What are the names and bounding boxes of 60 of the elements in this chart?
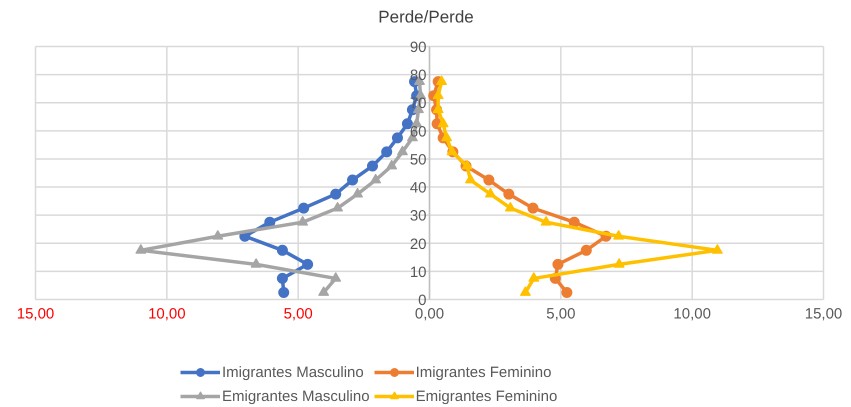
- point: [367, 160, 378, 172]
- point: [503, 188, 514, 200]
- point: [528, 272, 540, 282]
- point: [392, 132, 403, 144]
- y-tick-label: 30: [410, 208, 427, 225]
- point: [561, 286, 572, 298]
- point: [712, 244, 723, 254]
- y-tick-label: 20: [410, 236, 427, 253]
- x-tick-label: 15,00: [16, 306, 54, 322]
- point: [386, 160, 398, 170]
- point: [540, 216, 552, 226]
- point: [332, 202, 344, 212]
- legend-label: Emigrantes Feminino: [416, 388, 558, 404]
- point: [276, 244, 288, 256]
- legend-label: Emigrantes Masculino: [222, 388, 370, 404]
- y-tick-label: 50: [410, 151, 427, 168]
- point: [370, 174, 382, 184]
- point: [297, 216, 308, 226]
- chart-title: Perde/Perde: [378, 8, 474, 26]
- point: [432, 89, 444, 100]
- point: [436, 75, 448, 86]
- point: [381, 146, 392, 158]
- x-tick-label: 5,00: [546, 306, 576, 322]
- x-tick-label: 15,00: [804, 306, 842, 322]
- point: [504, 202, 516, 212]
- point: [438, 118, 449, 128]
- point: [396, 146, 408, 156]
- point: [250, 258, 262, 268]
- y-tick-label: 40: [410, 180, 427, 197]
- point: [212, 230, 224, 240]
- point: [580, 244, 592, 256]
- point: [352, 188, 364, 198]
- point: [330, 188, 342, 200]
- point: [464, 174, 476, 184]
- point: [484, 188, 496, 198]
- point: [520, 286, 531, 296]
- point: [552, 258, 564, 270]
- point: [298, 202, 310, 214]
- point: [278, 286, 290, 298]
- point: [483, 174, 494, 186]
- point: [347, 174, 358, 186]
- point: [318, 286, 330, 296]
- point: [330, 272, 342, 282]
- point: [441, 132, 452, 142]
- point: [614, 258, 625, 268]
- point: [527, 202, 538, 214]
- y-tick-label: 80: [410, 67, 427, 84]
- y-tick-label: 60: [410, 123, 427, 140]
- y-tick-label: 90: [410, 39, 427, 56]
- point: [302, 258, 314, 270]
- point: [276, 272, 288, 284]
- y-tick-label: 10: [410, 264, 427, 281]
- x-tick-label: 10,00: [673, 306, 711, 322]
- point: [613, 230, 624, 240]
- x-tick-label: 10,00: [148, 306, 186, 322]
- point: [135, 244, 146, 254]
- legend-label: Imigrantes Masculino: [222, 364, 364, 380]
- y-tick-label: 70: [410, 95, 427, 112]
- x-tick-label: 5,00: [284, 306, 313, 322]
- legend-label: Imigrantes Feminino: [416, 364, 552, 380]
